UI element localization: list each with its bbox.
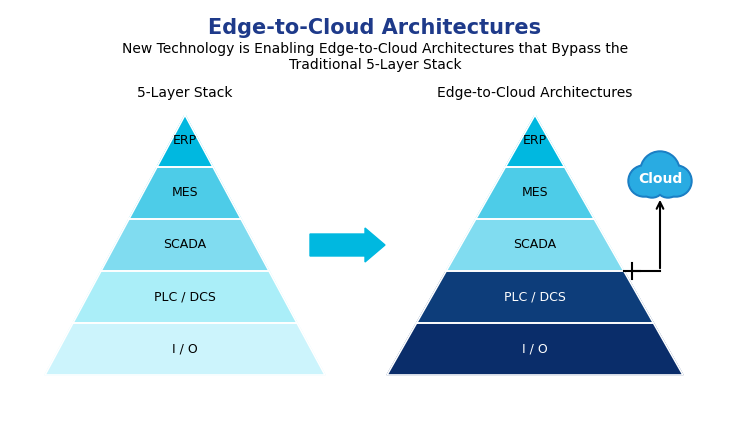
Polygon shape (446, 219, 624, 271)
Circle shape (628, 165, 660, 197)
Circle shape (639, 172, 665, 198)
Text: SCADA: SCADA (164, 239, 206, 252)
Text: PLC / DCS: PLC / DCS (154, 291, 216, 303)
Polygon shape (416, 271, 653, 323)
Polygon shape (129, 167, 241, 219)
Circle shape (657, 174, 679, 196)
Text: MES: MES (522, 187, 548, 200)
Circle shape (640, 151, 680, 191)
Polygon shape (45, 323, 325, 375)
Text: SCADA: SCADA (514, 239, 556, 252)
Circle shape (660, 165, 692, 197)
Circle shape (630, 167, 658, 195)
Text: 5-Layer Stack: 5-Layer Stack (137, 86, 232, 100)
Circle shape (655, 172, 681, 198)
Text: ERP: ERP (173, 135, 197, 148)
Polygon shape (101, 219, 269, 271)
Text: Traditional 5-Layer Stack: Traditional 5-Layer Stack (289, 58, 461, 72)
Circle shape (641, 174, 663, 196)
Text: Edge-to-Cloud Architectures: Edge-to-Cloud Architectures (209, 18, 542, 38)
Text: PLC / DCS: PLC / DCS (504, 291, 566, 303)
Circle shape (642, 153, 678, 189)
Text: Cloud: Cloud (638, 172, 682, 186)
Polygon shape (387, 323, 683, 375)
Text: I / O: I / O (522, 343, 548, 355)
Polygon shape (506, 115, 565, 167)
Text: MES: MES (172, 187, 198, 200)
Polygon shape (73, 271, 297, 323)
Text: Edge-to-Cloud Architectures: Edge-to-Cloud Architectures (437, 86, 633, 100)
Text: I / O: I / O (172, 343, 198, 355)
FancyArrow shape (310, 228, 385, 262)
Polygon shape (157, 115, 213, 167)
Text: New Technology is Enabling Edge-to-Cloud Architectures that Bypass the: New Technology is Enabling Edge-to-Cloud… (122, 42, 628, 56)
Text: ERP: ERP (523, 135, 547, 148)
Polygon shape (476, 167, 594, 219)
Circle shape (662, 167, 690, 195)
